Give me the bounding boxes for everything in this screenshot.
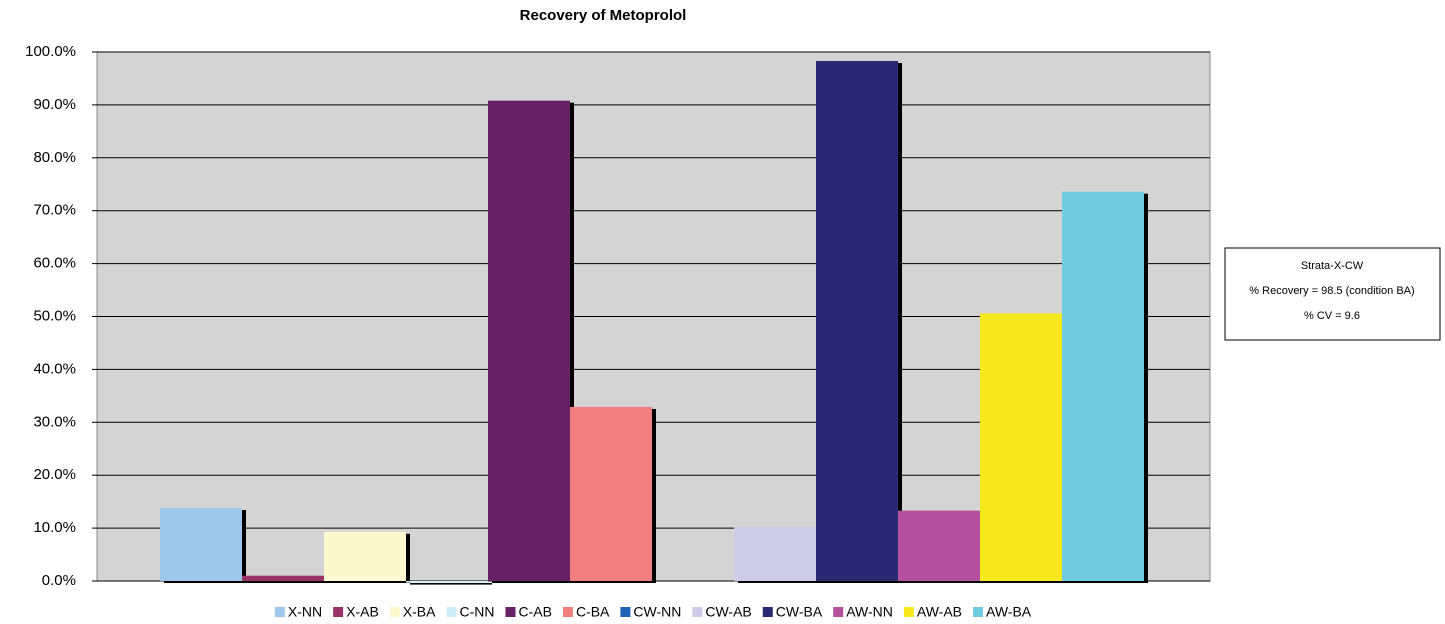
legend-swatch [389,607,400,617]
legend-label: CW-BA [776,604,823,620]
legend-label: X-BA [403,604,436,620]
bar [324,531,406,581]
y-tick-label: 80.0% [33,149,76,166]
y-tick-label: 30.0% [33,413,76,430]
bar [980,313,1062,581]
legend-swatch [562,607,573,617]
legend-swatch [692,607,703,617]
y-tick-label: 50.0% [33,307,76,324]
legend-label: AW-NN [846,604,893,620]
legend-swatch [505,607,516,617]
legend-swatch [333,607,344,617]
legend-swatch [903,607,914,617]
legend-swatch [762,607,773,617]
legend-label: AW-BA [986,604,1032,620]
bar [160,507,242,581]
annotation: Strata-X-CW [1301,260,1364,272]
legend-label: C-AB [518,604,551,620]
bar-shadow [410,583,492,585]
legend-label: AW-AB [917,604,962,620]
legend-label: CW-AB [705,604,751,620]
legend-label: CW-NN [633,604,681,620]
bar [1062,191,1144,581]
bar [734,526,816,581]
legend-label: X-NN [288,604,322,620]
y-tick-label: 20.0% [33,466,76,483]
legend-label: X-AB [346,604,379,620]
bar [488,100,570,581]
legend-swatch [274,607,285,617]
bar [406,581,488,583]
y-tick-label: 10.0% [33,519,76,536]
y-tick-label: 0.0% [42,572,76,589]
y-tick-label: 40.0% [33,360,76,377]
legend-swatch [973,607,983,617]
y-tick-label: 100.0% [25,43,76,60]
legend-label: C-NN [459,604,494,620]
y-tick-label: 60.0% [33,255,76,272]
bar [570,406,652,581]
legend-swatch [620,607,631,617]
legend-swatch [833,607,844,617]
annotation: % Recovery = 98.5 (condition BA) [1249,285,1414,297]
chart-title: Recovery of Metoprolol [520,7,687,24]
legend-label: C-BA [576,604,610,620]
y-tick-label: 70.0% [33,202,76,219]
annotation-box [1224,247,1441,341]
legend-swatch [446,607,457,617]
annotation: % CV = 9.6 [1304,310,1360,322]
bar [898,510,980,581]
bar [242,575,324,581]
y-tick-label: 90.0% [33,96,76,113]
bar [816,60,898,582]
